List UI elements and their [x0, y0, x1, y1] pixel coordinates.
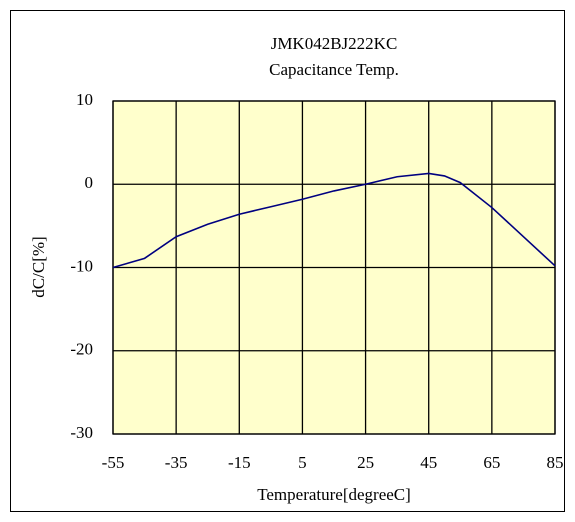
chart-subtitle: Capacitance Temp. [269, 60, 399, 79]
y-tick-label: -20 [70, 340, 93, 359]
data-line [112, 172, 556, 269]
x-tick-label: 85 [547, 453, 564, 472]
y-tick-label: -10 [70, 256, 93, 275]
y-tick-label: 0 [85, 173, 94, 192]
x-tick-label: 45 [420, 453, 437, 472]
x-tick-label: 25 [357, 453, 374, 472]
x-tick-label: -55 [102, 453, 125, 472]
x-axis-label: Temperature[degreeC] [257, 485, 411, 504]
chart-title: JMK042BJ222KC [271, 34, 398, 53]
x-tick-label: 65 [483, 453, 500, 472]
x-tick-label: 5 [298, 453, 307, 472]
y-tick-label: -30 [70, 423, 93, 442]
x-tick-label: -35 [165, 453, 188, 472]
x-tick-label: -15 [228, 453, 251, 472]
y-axis-label: dC/C[%] [29, 236, 48, 297]
y-tick-label: 10 [76, 90, 93, 109]
